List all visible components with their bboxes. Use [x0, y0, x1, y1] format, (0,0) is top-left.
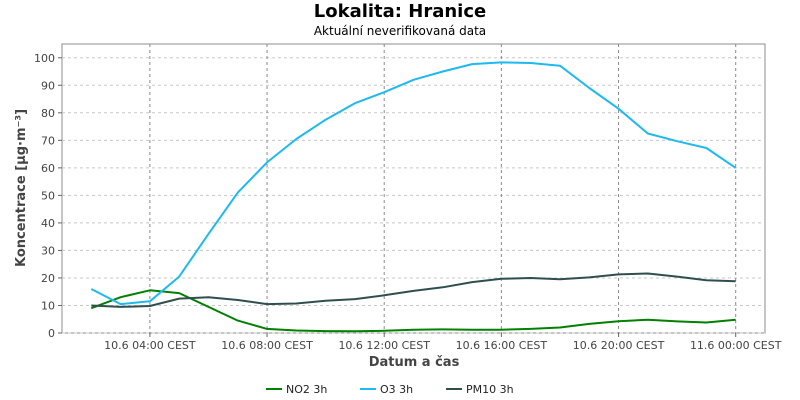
chart-title: Lokalita: Hranice: [314, 1, 486, 22]
legend-label: O3 3h: [380, 383, 413, 396]
legend-label: PM10 3h: [466, 383, 514, 396]
y-tick-label: 70: [41, 134, 55, 147]
legend: NO2 3h O3 3h PM10 3h: [266, 383, 514, 396]
axis-ticks: 0 10 20 30 40 50 60 70 80 90 100 10.6 04:00 CEST 10.…: [34, 52, 782, 352]
y-tick-label: 50: [41, 189, 55, 202]
y-tick-label: 10: [41, 299, 55, 312]
x-tick-label: 10.6 12:00 CEST: [338, 339, 430, 352]
y-tick-label: 100: [34, 52, 55, 65]
y-tick-label: 80: [41, 107, 55, 120]
x-axis-label: Datum a čas: [369, 355, 460, 370]
x-tick-label: 10.6 20:00 CEST: [573, 339, 665, 352]
y-tick-label: 20: [41, 272, 55, 285]
x-tick-label: 10.6 04:00 CEST: [104, 339, 196, 352]
y-tick-label: 40: [41, 217, 55, 230]
y-tick-label: 30: [41, 244, 55, 257]
plot-area: [61, 43, 766, 334]
y-tick-label: 60: [41, 162, 55, 175]
legend-label: NO2 3h: [286, 383, 327, 396]
series-line-no2-3h: [90, 289, 736, 333]
x-tick-label: 11.6 00:00 CEST: [690, 339, 782, 352]
x-tick-label: 10.6 08:00 CEST: [221, 339, 313, 352]
x-tick-label: 10.6 16:00 CEST: [456, 339, 548, 352]
series-lines: [90, 61, 737, 333]
chart-subtitle: Aktuální neverifikovaná data: [314, 24, 486, 38]
series-line-o3-3h: [90, 61, 737, 306]
series-line-pm10-3h: [91, 272, 736, 308]
y-tick-label: 0: [48, 327, 55, 340]
y-tick-label: 90: [41, 79, 55, 92]
y-axis-label: Koncentrace [µg·m⁻³]: [14, 109, 29, 267]
